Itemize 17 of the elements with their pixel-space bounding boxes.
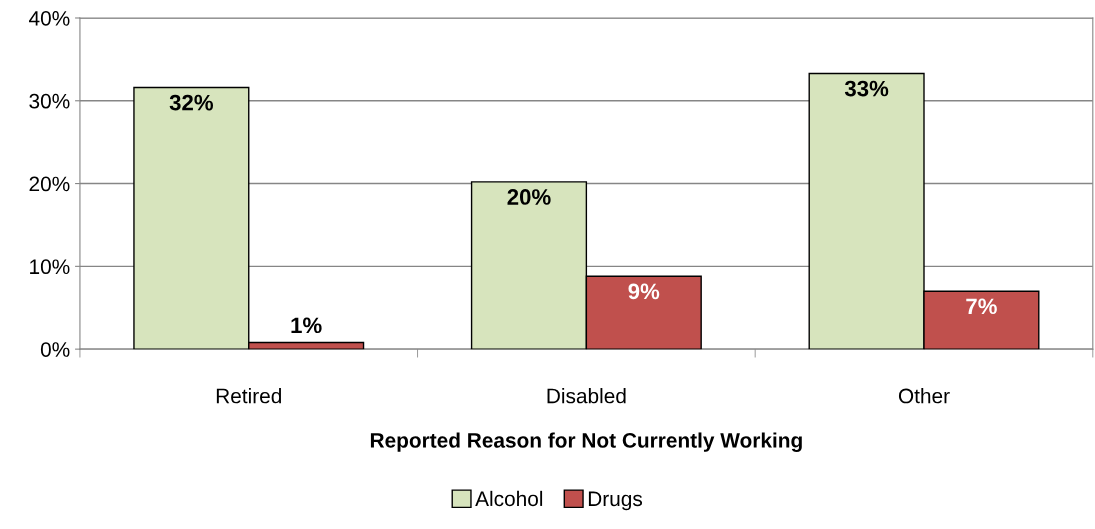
data-label: 1%	[291, 317, 322, 334]
legend-label: Drugs	[588, 491, 643, 511]
y-tick-label: 20%	[29, 176, 70, 192]
data-label: 20%	[507, 189, 551, 205]
x-tick-label: Disabled	[547, 388, 626, 404]
x-axis-title: Reported Reason for Not Currently Working	[370, 432, 802, 452]
y-tick-label: 10%	[30, 259, 70, 275]
data-label: 7%	[966, 298, 997, 315]
y-tick-label: 40%	[29, 10, 70, 26]
data-label: 9%	[628, 283, 660, 300]
data-label: 33%	[844, 80, 889, 97]
y-tick-label: 0%	[40, 342, 70, 357]
y-tick-label: 30%	[29, 93, 70, 109]
data-label: 32%	[169, 94, 213, 111]
x-tick-label: Other	[898, 388, 950, 404]
legend-label: Alcohol	[475, 490, 543, 507]
x-tick-label: Retired	[216, 388, 281, 404]
